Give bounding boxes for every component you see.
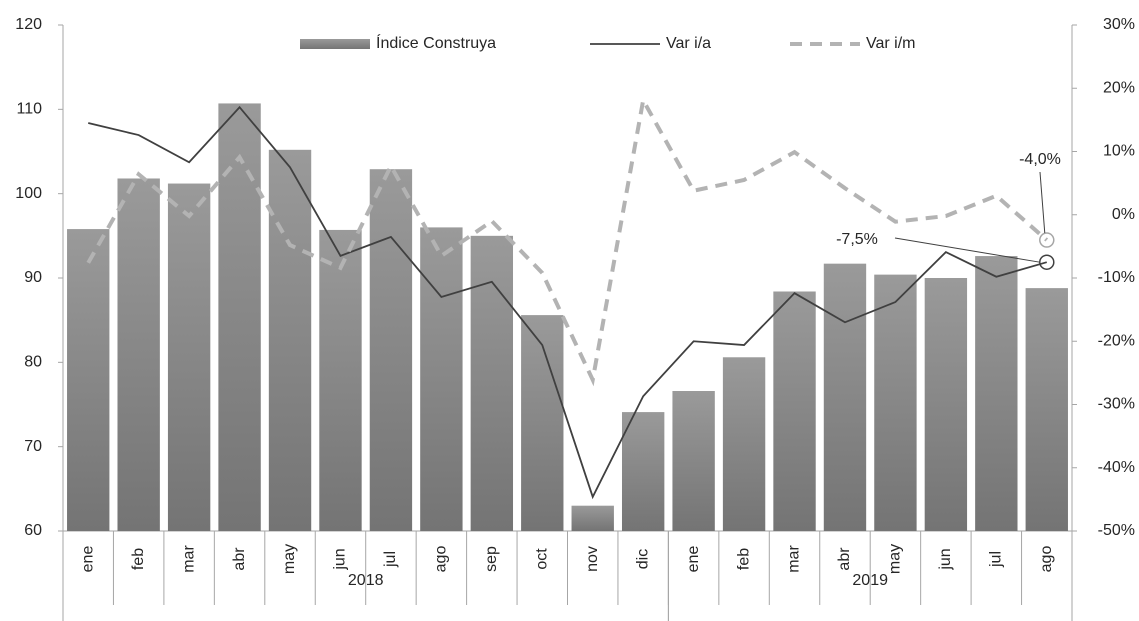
legend-label: Var i/m (866, 35, 915, 52)
bar (571, 505, 614, 531)
group-label: 2018 (348, 572, 384, 589)
x-tick-label: may (281, 544, 298, 574)
legend-label: Var i/a (666, 35, 711, 52)
x-tick-label: ene (79, 546, 96, 573)
bar (823, 263, 867, 531)
group-label: 2019 (852, 572, 888, 589)
y2-tick-label: 0% (1112, 206, 1135, 223)
y-tick-label: 60 (24, 522, 42, 539)
y-tick-label: 80 (24, 354, 42, 371)
y2-tick-label: -10% (1098, 269, 1135, 286)
bar (621, 412, 665, 531)
x-tick-label: feb (735, 548, 752, 570)
x-tick-label: dic (634, 549, 651, 569)
leader-line (1039, 171, 1046, 234)
bar (521, 315, 564, 531)
x-tick-label: feb (130, 548, 147, 570)
y2-tick-label: 30% (1103, 16, 1135, 33)
bar (117, 178, 160, 531)
y-tick-label: 70 (24, 438, 42, 455)
x-tick-label: jul (988, 551, 1005, 568)
y2-tick-label: 20% (1103, 79, 1135, 96)
y2-tick-label: -50% (1098, 522, 1135, 539)
bar (1025, 288, 1068, 531)
bar (319, 229, 362, 531)
x-tick-label: jun (937, 548, 954, 570)
x-tick-label: mar (180, 545, 197, 573)
point-marker (1039, 232, 1055, 248)
bar (722, 357, 766, 531)
y-tick-label: 90 (24, 269, 42, 286)
line-series (86, 94, 1049, 387)
x-tick-label: ago (1038, 546, 1055, 573)
bar (167, 183, 211, 531)
y-tick-label: 120 (15, 16, 42, 33)
bar (67, 229, 110, 531)
legend-swatch (300, 39, 370, 49)
x-tick-label: jul (382, 551, 399, 568)
x-tick-label: abr (836, 547, 853, 571)
bar (975, 256, 1018, 531)
bar (218, 103, 261, 532)
x-tick-label: abr (231, 547, 248, 571)
y2-tick-label: -30% (1098, 396, 1135, 413)
bar (268, 149, 312, 531)
x-tick-label: may (887, 544, 904, 574)
legend-label: Índice Construya (376, 33, 496, 52)
x-tick-label: oct (533, 548, 550, 570)
bar (924, 278, 968, 531)
x-tick-label: ago (433, 546, 450, 573)
bar (874, 274, 917, 531)
bar (773, 291, 816, 531)
bar (672, 391, 715, 531)
line-series (88, 105, 1048, 500)
y2-tick-label: 10% (1103, 143, 1135, 160)
x-tick-label: sep (483, 546, 500, 572)
bar (420, 227, 463, 531)
leader-line (894, 237, 1040, 263)
y2-tick-label: -20% (1098, 332, 1135, 349)
x-tick-label: mar (786, 545, 803, 573)
bar (369, 169, 413, 531)
data-label: -4,0% (1019, 151, 1061, 168)
bar (470, 235, 514, 532)
y-tick-label: 100 (15, 185, 42, 202)
x-tick-label: jun (332, 548, 349, 570)
x-tick-label: ene (685, 546, 702, 573)
data-label: -7,5% (836, 231, 878, 248)
y2-tick-label: -40% (1098, 459, 1135, 476)
x-tick-label: nov (584, 546, 601, 572)
y-tick-label: 110 (16, 101, 42, 118)
